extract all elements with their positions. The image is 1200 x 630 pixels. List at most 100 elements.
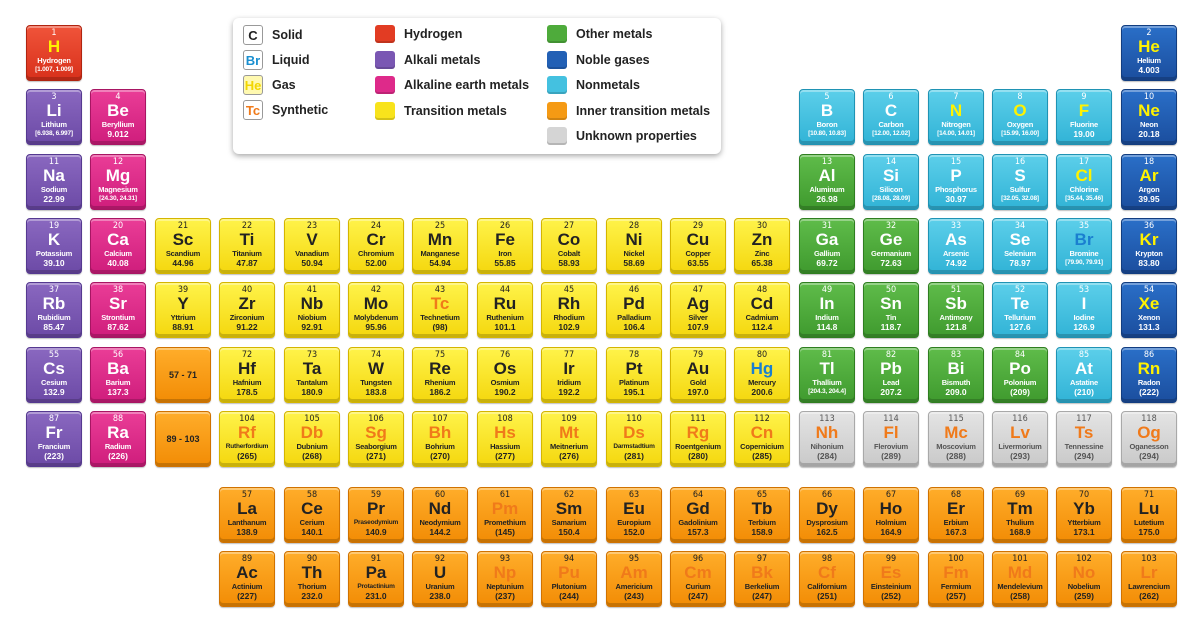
element-erbium[interactable]: 68 Er Erbium 167.3 bbox=[928, 487, 984, 543]
element-palladium[interactable]: 46 Pd Palladium 106.4 bbox=[606, 282, 662, 338]
element-nickel[interactable]: 28 Ni Nickel 58.69 bbox=[606, 218, 662, 274]
element-californium[interactable]: 98 Cf Californium (251) bbox=[799, 551, 855, 607]
element-livermorium[interactable]: 116 Lv Livermorium (293) bbox=[992, 411, 1048, 467]
element-rhenium[interactable]: 75 Re Rhenium 186.2 bbox=[412, 347, 468, 403]
element-chlorine[interactable]: 17 Cl Chlorine [35.44, 35.46] bbox=[1056, 154, 1112, 210]
element-tennessine[interactable]: 117 Ts Tennessine (294) bbox=[1056, 411, 1112, 467]
element-cobalt[interactable]: 27 Co Cobalt 58.93 bbox=[541, 218, 597, 274]
element-astatine[interactable]: 85 At Astatine (210) bbox=[1056, 347, 1112, 403]
element-mendelevium[interactable]: 101 Md Mendelevium (258) bbox=[992, 551, 1048, 607]
element-krypton[interactable]: 36 Kr Krypton 83.80 bbox=[1121, 218, 1177, 274]
element-calcium[interactable]: 20 Ca Calcium 40.08 bbox=[90, 218, 146, 274]
element-gallium[interactable]: 31 Ga Gallium 69.72 bbox=[799, 218, 855, 274]
element-promethium[interactable]: 61 Pm Promethium (145) bbox=[477, 487, 533, 543]
element-lithium[interactable]: 3 Li Lithium [6.938, 6.997] bbox=[26, 89, 82, 145]
element-roentgenium[interactable]: 111 Rg Roentgenium (280) bbox=[670, 411, 726, 467]
element-seaborgium[interactable]: 106 Sg Seaborgium (271) bbox=[348, 411, 404, 467]
element-hydrogen[interactable]: 1 H Hydrogen [1.007, 1.009] bbox=[26, 25, 82, 81]
element-sulfur[interactable]: 16 S Sulfur [32.05, 32.08] bbox=[992, 154, 1048, 210]
element-oganesson[interactable]: 118 Og Oganesson (294) bbox=[1121, 411, 1177, 467]
element-uranium[interactable]: 92 U Uranium 238.0 bbox=[412, 551, 468, 607]
element-iridium[interactable]: 77 Ir Iridium 192.2 bbox=[541, 347, 597, 403]
element-lutetium[interactable]: 71 Lu Lutetium 175.0 bbox=[1121, 487, 1177, 543]
element-iodine[interactable]: 53 I Iodine 126.9 bbox=[1056, 282, 1112, 338]
element-titanium[interactable]: 22 Ti Titanium 47.87 bbox=[219, 218, 275, 274]
element-berkelium[interactable]: 97 Bk Berkelium (247) bbox=[734, 551, 790, 607]
element-thorium[interactable]: 90 Th Thorium 232.0 bbox=[284, 551, 340, 607]
element-phosphorus[interactable]: 15 P Phosphorus 30.97 bbox=[928, 154, 984, 210]
element-sodium[interactable]: 11 Na Sodium 22.99 bbox=[26, 154, 82, 210]
element-yttrium[interactable]: 39 Y Yttrium 88.91 bbox=[155, 282, 211, 338]
element-boron[interactable]: 5 B Boron [10.80, 10.83] bbox=[799, 89, 855, 145]
element-lanthanum[interactable]: 57 La Lanthanum 138.9 bbox=[219, 487, 275, 543]
element-fluorine[interactable]: 9 F Fluorine 19.00 bbox=[1056, 89, 1112, 145]
element-holmium[interactable]: 67 Ho Holmium 164.9 bbox=[863, 487, 919, 543]
element-bromine[interactable]: 35 Br Bromine [79.90, 79.91] bbox=[1056, 218, 1112, 274]
element-radium[interactable]: 88 Ra Radium (226) bbox=[90, 411, 146, 467]
element-indium[interactable]: 49 In Indium 114.8 bbox=[799, 282, 855, 338]
element-nitrogen[interactable]: 7 N Nitrogen [14.00, 14.01] bbox=[928, 89, 984, 145]
element-beryllium[interactable]: 4 Be Beryllium 9.012 bbox=[90, 89, 146, 145]
element-bohrium[interactable]: 107 Bh Bohrium (270) bbox=[412, 411, 468, 467]
element-carbon[interactable]: 6 C Carbon [12.00, 12.02] bbox=[863, 89, 919, 145]
element-neptunium[interactable]: 93 Np Neptunium (237) bbox=[477, 551, 533, 607]
element-hafnium[interactable]: 72 Hf Hafnium 178.5 bbox=[219, 347, 275, 403]
element-flerovium[interactable]: 114 Fl Flerovium (289) bbox=[863, 411, 919, 467]
element-barium[interactable]: 56 Ba Barium 137.3 bbox=[90, 347, 146, 403]
element-mercury[interactable]: 80 Hg Mercury 200.6 bbox=[734, 347, 790, 403]
element-francium[interactable]: 87 Fr Francium (223) bbox=[26, 411, 82, 467]
series-placeholder[interactable]: 89 - 103 bbox=[155, 411, 211, 467]
element-bismuth[interactable]: 83 Bi Bismuth 209.0 bbox=[928, 347, 984, 403]
element-aluminum[interactable]: 13 Al Aluminum 26.98 bbox=[799, 154, 855, 210]
element-osmium[interactable]: 76 Os Osmium 190.2 bbox=[477, 347, 533, 403]
element-antimony[interactable]: 51 Sb Antimony 121.8 bbox=[928, 282, 984, 338]
element-polonium[interactable]: 84 Po Polonium (209) bbox=[992, 347, 1048, 403]
element-rutherfordium[interactable]: 104 Rf Rutherfordium (265) bbox=[219, 411, 275, 467]
element-protactinium[interactable]: 91 Pa Protactinium 231.0 bbox=[348, 551, 404, 607]
element-einsteinium[interactable]: 99 Es Einsteinium (252) bbox=[863, 551, 919, 607]
element-meitnerium[interactable]: 109 Mt Meitnerium (276) bbox=[541, 411, 597, 467]
element-terbium[interactable]: 65 Tb Terbium 158.9 bbox=[734, 487, 790, 543]
element-gold[interactable]: 79 Au Gold 197.0 bbox=[670, 347, 726, 403]
element-argon[interactable]: 18 Ar Argon 39.95 bbox=[1121, 154, 1177, 210]
element-tungsten[interactable]: 74 W Tungsten 183.8 bbox=[348, 347, 404, 403]
element-tantalum[interactable]: 73 Ta Tantalum 180.9 bbox=[284, 347, 340, 403]
element-darmstadtium[interactable]: 110 Ds Darmstadtium (281) bbox=[606, 411, 662, 467]
element-rubidium[interactable]: 37 Rb Rubidium 85.47 bbox=[26, 282, 82, 338]
element-iron[interactable]: 26 Fe Iron 55.85 bbox=[477, 218, 533, 274]
element-europium[interactable]: 63 Eu Europium 152.0 bbox=[606, 487, 662, 543]
element-thulium[interactable]: 69 Tm Thulium 168.9 bbox=[992, 487, 1048, 543]
series-placeholder[interactable]: 57 - 71 bbox=[155, 347, 211, 403]
element-praseodymium[interactable]: 59 Pr Praseodymium 140.9 bbox=[348, 487, 404, 543]
element-curium[interactable]: 96 Cm Curium (247) bbox=[670, 551, 726, 607]
element-ytterbium[interactable]: 70 Yb Ytterbium 173.1 bbox=[1056, 487, 1112, 543]
element-tin[interactable]: 50 Sn Tin 118.7 bbox=[863, 282, 919, 338]
element-niobium[interactable]: 41 Nb Niobium 92.91 bbox=[284, 282, 340, 338]
element-molybdenum[interactable]: 42 Mo Molybdenum 95.96 bbox=[348, 282, 404, 338]
element-potassium[interactable]: 19 K Potassium 39.10 bbox=[26, 218, 82, 274]
element-nihonium[interactable]: 113 Nh Nihonium (284) bbox=[799, 411, 855, 467]
element-rhodium[interactable]: 45 Rh Rhodium 102.9 bbox=[541, 282, 597, 338]
element-technetium[interactable]: 43 Tc Technetium (98) bbox=[412, 282, 468, 338]
element-chromium[interactable]: 24 Cr Chromium 52.00 bbox=[348, 218, 404, 274]
element-tellurium[interactable]: 52 Te Tellurium 127.6 bbox=[992, 282, 1048, 338]
element-germanium[interactable]: 32 Ge Germanium 72.63 bbox=[863, 218, 919, 274]
element-moscovium[interactable]: 115 Mc Moscovium (288) bbox=[928, 411, 984, 467]
element-arsenic[interactable]: 33 As Arsenic 74.92 bbox=[928, 218, 984, 274]
element-platinum[interactable]: 78 Pt Platinum 195.1 bbox=[606, 347, 662, 403]
element-oxygen[interactable]: 8 O Oxygen [15.99, 16.00] bbox=[992, 89, 1048, 145]
element-cadmium[interactable]: 48 Cd Cadmium 112.4 bbox=[734, 282, 790, 338]
element-neodymium[interactable]: 60 Nd Neodymium 144.2 bbox=[412, 487, 468, 543]
element-plutonium[interactable]: 94 Pu Plutonium (244) bbox=[541, 551, 597, 607]
element-lawrencium[interactable]: 103 Lr Lawrencium (262) bbox=[1121, 551, 1177, 607]
element-xenon[interactable]: 54 Xe Xenon 131.3 bbox=[1121, 282, 1177, 338]
element-thallium[interactable]: 81 Tl Thallium [204.3, 204.4] bbox=[799, 347, 855, 403]
element-zinc[interactable]: 30 Zn Zinc 65.38 bbox=[734, 218, 790, 274]
element-manganese[interactable]: 25 Mn Manganese 54.94 bbox=[412, 218, 468, 274]
element-copernicium[interactable]: 112 Cn Copernicium (285) bbox=[734, 411, 790, 467]
element-helium[interactable]: 2 He Helium 4.003 bbox=[1121, 25, 1177, 81]
element-neon[interactable]: 10 Ne Neon 20.18 bbox=[1121, 89, 1177, 145]
element-dubnium[interactable]: 105 Db Dubnium (268) bbox=[284, 411, 340, 467]
element-zirconium[interactable]: 40 Zr Zirconium 91.22 bbox=[219, 282, 275, 338]
element-fermium[interactable]: 100 Fm Fermium (257) bbox=[928, 551, 984, 607]
